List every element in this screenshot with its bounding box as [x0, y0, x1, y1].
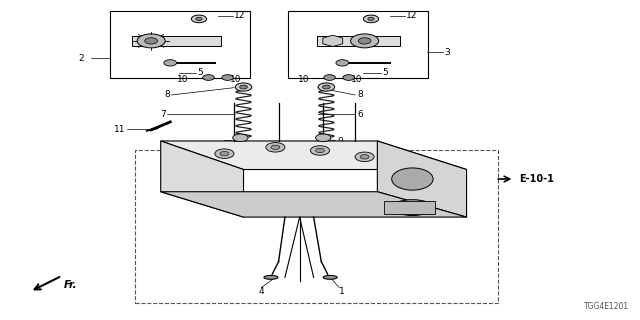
- Text: 11: 11: [114, 125, 125, 134]
- Text: 10: 10: [177, 75, 189, 84]
- Ellipse shape: [264, 276, 278, 279]
- Text: 9: 9: [232, 138, 238, 147]
- Circle shape: [364, 15, 379, 23]
- Text: 9: 9: [337, 137, 343, 146]
- Text: 10: 10: [351, 75, 363, 84]
- Polygon shape: [317, 36, 399, 46]
- Polygon shape: [323, 35, 342, 47]
- Text: 3: 3: [444, 48, 450, 57]
- Text: 5: 5: [383, 68, 388, 77]
- Circle shape: [215, 149, 234, 158]
- Circle shape: [316, 134, 331, 142]
- Circle shape: [360, 155, 369, 159]
- Circle shape: [324, 75, 335, 80]
- Circle shape: [351, 34, 379, 48]
- Circle shape: [266, 142, 285, 152]
- Text: 1: 1: [339, 287, 345, 296]
- Polygon shape: [161, 141, 244, 217]
- Circle shape: [318, 83, 335, 91]
- Text: 8: 8: [357, 91, 363, 100]
- Circle shape: [240, 85, 247, 89]
- Polygon shape: [132, 36, 221, 46]
- Circle shape: [310, 146, 330, 155]
- Circle shape: [220, 151, 229, 156]
- Text: 2: 2: [78, 54, 84, 63]
- Text: 6: 6: [357, 109, 363, 118]
- Circle shape: [145, 38, 157, 44]
- Polygon shape: [378, 141, 467, 217]
- Bar: [288, 11, 428, 77]
- Circle shape: [358, 38, 371, 44]
- Text: 10: 10: [230, 75, 242, 84]
- Bar: [109, 11, 250, 77]
- Circle shape: [137, 34, 165, 48]
- Text: 5: 5: [198, 68, 204, 77]
- Text: 8: 8: [164, 91, 170, 100]
- Circle shape: [323, 85, 330, 89]
- Text: 10: 10: [298, 75, 309, 84]
- Circle shape: [336, 60, 349, 66]
- Bar: [135, 150, 499, 303]
- Circle shape: [236, 83, 252, 91]
- Circle shape: [271, 145, 280, 149]
- Text: 12: 12: [406, 11, 417, 20]
- Text: 4: 4: [259, 287, 264, 296]
- Circle shape: [368, 17, 374, 20]
- Ellipse shape: [392, 200, 433, 215]
- Bar: [384, 201, 435, 214]
- Ellipse shape: [323, 276, 337, 279]
- Text: Fr.: Fr.: [64, 280, 77, 290]
- Circle shape: [233, 134, 248, 142]
- Text: 12: 12: [234, 11, 245, 20]
- Polygon shape: [161, 141, 467, 170]
- Circle shape: [316, 148, 324, 153]
- Text: TGG4E1201: TGG4E1201: [584, 302, 629, 311]
- Circle shape: [203, 75, 214, 80]
- Text: E-10-1: E-10-1: [519, 174, 554, 184]
- Circle shape: [164, 60, 177, 66]
- Circle shape: [191, 15, 207, 23]
- Circle shape: [222, 75, 234, 80]
- Circle shape: [343, 75, 355, 80]
- Text: 7: 7: [160, 109, 166, 118]
- Circle shape: [355, 152, 374, 162]
- Polygon shape: [161, 192, 467, 217]
- Ellipse shape: [392, 168, 433, 190]
- Circle shape: [196, 17, 202, 20]
